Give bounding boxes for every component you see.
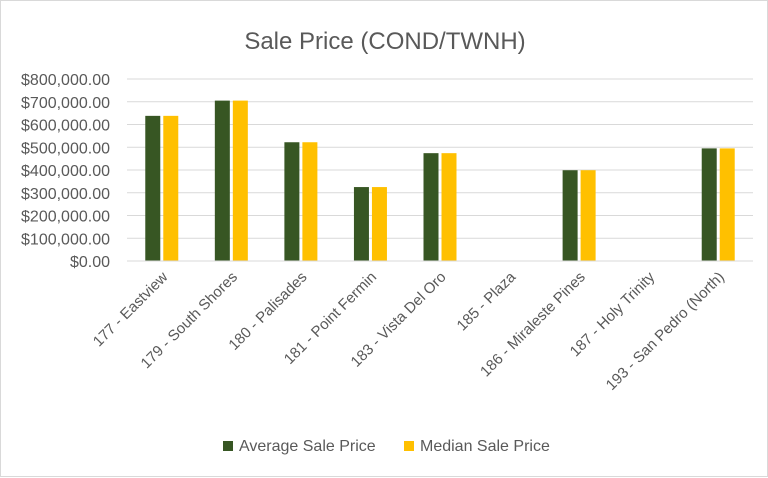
x-category-label: 185 - Plaza [454, 268, 520, 334]
y-tick-label: $400,000.00 [21, 163, 110, 180]
bar-median-0 [163, 115, 179, 261]
y-tick-label: $600,000.00 [21, 118, 110, 135]
bar-average-8 [701, 148, 717, 261]
legend-swatch-average [223, 441, 233, 451]
bar-average-4 [423, 153, 439, 261]
bar-median-8 [719, 148, 735, 261]
bar-average-2 [284, 142, 300, 261]
bar-median-4 [441, 153, 457, 261]
y-tick-label: $500,000.00 [21, 140, 110, 157]
bars [145, 100, 735, 261]
legend-label-median: Median Sale Price [420, 438, 550, 455]
bar-average-3 [353, 187, 369, 261]
gridlines [127, 78, 753, 239]
y-axis-ticks: $0.00 $100,000.00 $200,000.00 $300,000.00 $4… [21, 72, 110, 271]
bar-average-0 [145, 115, 161, 261]
y-tick-label: $0.00 [70, 254, 110, 271]
bar-median-2 [302, 142, 318, 261]
legend: Average Sale Price Median Sale Price [223, 438, 550, 455]
legend-label-average: Average Sale Price [239, 438, 376, 455]
y-tick-label: $700,000.00 [21, 95, 110, 112]
bar-average-6 [562, 170, 578, 261]
bar-median-6 [580, 170, 596, 261]
y-tick-label: $800,000.00 [21, 72, 110, 89]
y-tick-label: $200,000.00 [21, 209, 110, 226]
y-tick-label: $100,000.00 [21, 231, 110, 248]
legend-swatch-median [404, 441, 414, 451]
y-tick-label: $300,000.00 [21, 186, 110, 203]
bar-median-1 [232, 100, 248, 261]
x-category-label: 193 - San Pedro (North) [603, 269, 728, 394]
chart-title: Sale Price (COND/TWNH) [244, 28, 525, 55]
bar-average-1 [214, 100, 230, 261]
bar-median-3 [371, 187, 387, 261]
